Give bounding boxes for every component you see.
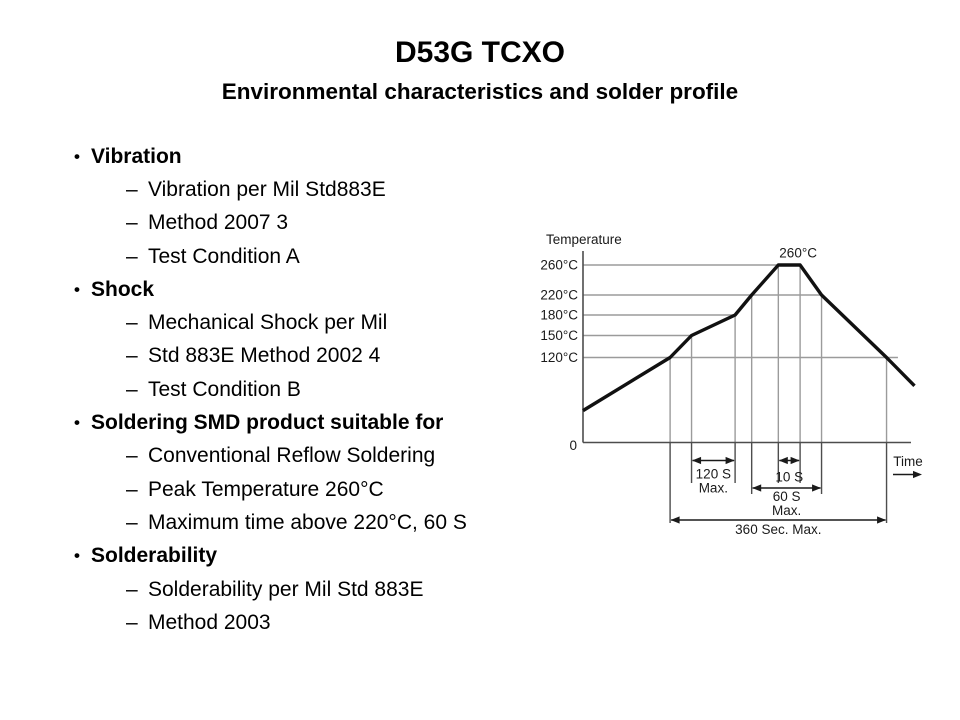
bullet-sub-item: – Vibration per Mil Std883E	[0, 173, 540, 206]
bullet-section-title: • Soldering SMD product suitable for	[0, 406, 540, 439]
bullet-sub-item: – Conventional Reflow Soldering	[0, 440, 540, 473]
dash-icon: –	[126, 244, 138, 268]
bullet-section-title: • Vibration	[0, 140, 540, 173]
bullet-icon: •	[74, 146, 80, 166]
dash-icon: –	[126, 177, 138, 201]
dash-icon: –	[126, 311, 138, 335]
bullet-section-label: Shock	[91, 277, 155, 301]
bullet-section-label: Vibration	[91, 144, 182, 168]
dimension-label: 360 Sec. Max.	[735, 522, 821, 537]
dash-icon: –	[126, 377, 138, 401]
dash-icon: –	[126, 477, 138, 501]
dimension-label: Max.	[699, 480, 728, 495]
page-subtitle: Environmental characteristics and solder…	[221, 79, 739, 104]
slide-header: D53G TCXO Environmental characteristics …	[0, 36, 960, 106]
solder-profile-chart: 260°C 220°C 180°C 150°C 120°C Temperature 0 Tim…	[536, 222, 956, 554]
y-tick-label: 220°C	[540, 288, 578, 303]
bullet-sub-item: – Method 2007 3	[0, 207, 540, 240]
dash-icon: –	[126, 444, 138, 468]
bullet-sub-label: Peak Temperature 260°C	[148, 477, 384, 501]
bullet-sub-label: Test Condition A	[148, 244, 300, 268]
bullet-sub-label: Maximum time above 220°C, 60 S	[148, 510, 467, 534]
peak-temp-label: 260°C	[779, 246, 817, 261]
dimension-label: Max.	[772, 503, 801, 518]
page-title: D53G TCXO	[394, 36, 566, 69]
bullet-sub-item: – Peak Temperature 260°C	[0, 473, 540, 506]
y-tick-label: 150°C	[540, 328, 578, 343]
dimension-label: 60 S	[773, 489, 801, 504]
bullet-sub-item: – Method 2003	[0, 606, 540, 639]
bullet-list: • Vibration – Vibration per Mil Std883E …	[0, 140, 540, 639]
dimension-label: 120 S	[696, 467, 731, 482]
bullet-sub-label: Std 883E Method 2002 4	[148, 344, 381, 368]
bullet-sub-label: Mechanical Shock per Mil	[148, 311, 388, 335]
y-tick-label: 260°C	[540, 258, 578, 273]
x-axis-title: Time	[893, 454, 923, 469]
bullet-sub-label: Method 2007 3	[148, 211, 289, 235]
dimension-label: 10 S	[775, 470, 803, 485]
dash-icon: –	[126, 577, 138, 601]
y-tick-label: 120°C	[540, 350, 578, 365]
bullet-section-title: • Solderability	[0, 540, 540, 573]
bullet-icon: •	[74, 279, 80, 299]
bullet-sub-item: – Test Condition A	[0, 240, 540, 273]
dash-icon: –	[126, 610, 138, 634]
bullet-sub-label: Solderability per Mil Std 883E	[148, 577, 424, 601]
dash-icon: –	[126, 510, 138, 534]
bullet-sub-item: – Test Condition B	[0, 373, 540, 406]
bullet-icon: •	[74, 546, 80, 566]
bullet-sub-item: – Maximum time above 220°C, 60 S	[0, 506, 540, 539]
bullet-sub-label: Method 2003	[148, 610, 271, 634]
bullet-section-label: Soldering SMD product suitable for	[91, 411, 444, 435]
solder-profile-svg: 260°C 220°C 180°C 150°C 120°C Temperature 0 Tim…	[540, 232, 923, 537]
bullet-sub-label: Conventional Reflow Soldering	[148, 444, 436, 468]
bullet-sub-item: – Mechanical Shock per Mil	[0, 306, 540, 339]
y-tick-label: 180°C	[540, 308, 578, 323]
bullet-section-title: • Shock	[0, 273, 540, 306]
origin-label: 0	[569, 438, 577, 453]
dash-icon: –	[126, 344, 138, 368]
bullet-icon: •	[74, 413, 80, 433]
dash-icon: –	[126, 211, 138, 235]
y-axis-title: Temperature	[546, 232, 622, 247]
bullet-sub-label: Test Condition B	[148, 377, 301, 401]
bullet-section-label: Solderability	[91, 544, 218, 568]
bullet-sub-item: – Std 883E Method 2002 4	[0, 340, 540, 373]
bullet-sub-item: – Solderability per Mil Std 883E	[0, 573, 540, 606]
bullet-sub-label: Vibration per Mil Std883E	[148, 177, 386, 201]
